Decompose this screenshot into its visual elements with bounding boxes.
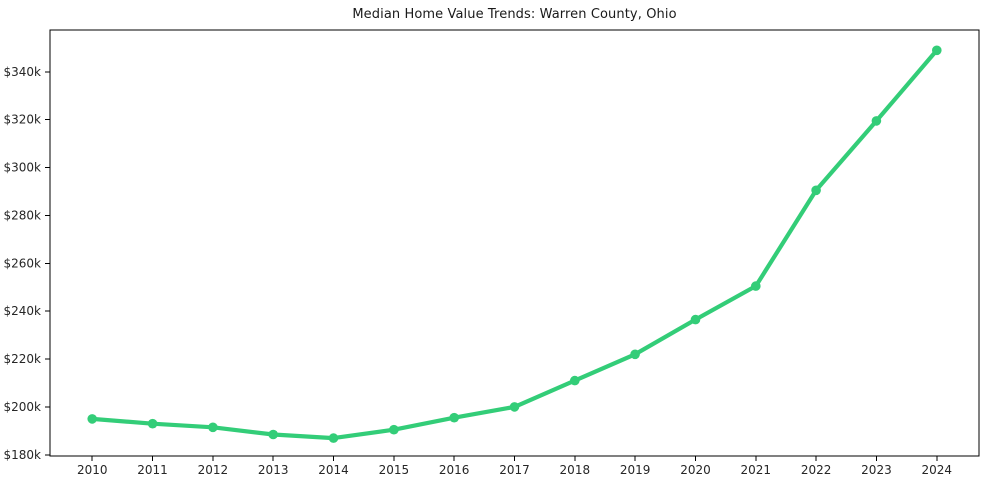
y-tick-label: $280k: [4, 208, 42, 222]
x-tick-label: 2016: [439, 463, 470, 477]
data-point-2013: [268, 429, 279, 440]
x-tick-label: 2024: [921, 463, 952, 477]
data-point-2024: [932, 45, 942, 56]
data-point-2012: [208, 422, 218, 433]
y-tick-label: $300k: [4, 161, 42, 175]
data-point-2023: [871, 116, 882, 126]
data-point-2015: [389, 424, 399, 435]
data-point-2016: [449, 412, 460, 423]
x-tick-label: 2014: [318, 463, 349, 477]
x-tick-label: 2021: [741, 463, 772, 477]
x-tick-label: 2013: [258, 463, 289, 477]
data-point-2014: [328, 433, 339, 443]
data-point-2020: [690, 314, 701, 325]
plot-border: [49, 29, 980, 457]
data-point-2021: [751, 281, 761, 291]
x-tick-label: 2010: [77, 463, 108, 477]
y-tick-label: $240k: [4, 304, 42, 318]
data-point-2022: [811, 185, 821, 196]
y-tick-label: $340k: [4, 65, 42, 79]
x-tick-label: 2020: [680, 463, 711, 477]
y-tick-label: $180k: [4, 448, 42, 462]
x-tick-label: 2019: [620, 463, 651, 477]
y-tick-label: $200k: [4, 400, 42, 414]
x-tick-label: 2011: [137, 463, 168, 477]
y-tick-label: $260k: [4, 256, 42, 270]
x-tick-label: 2022: [801, 463, 832, 477]
chart-title: Median Home Value Trends: Warren County,…: [352, 7, 677, 22]
data-point-2017: [509, 402, 520, 412]
x-tick-label: 2018: [560, 463, 591, 477]
y-tick-label: $220k: [4, 352, 42, 366]
data-point-2010: [87, 414, 97, 424]
data-point-2011: [147, 418, 158, 429]
x-tick-label: 2012: [198, 463, 229, 477]
data-point-2018: [570, 375, 580, 386]
trend-line: [90, 48, 939, 441]
x-tick-label: 2023: [861, 463, 892, 477]
x-tick-label: 2015: [379, 463, 410, 477]
data-point-2019: [630, 349, 640, 360]
x-tick-label: 2017: [499, 463, 530, 477]
y-tick-label: $320k: [4, 113, 42, 127]
